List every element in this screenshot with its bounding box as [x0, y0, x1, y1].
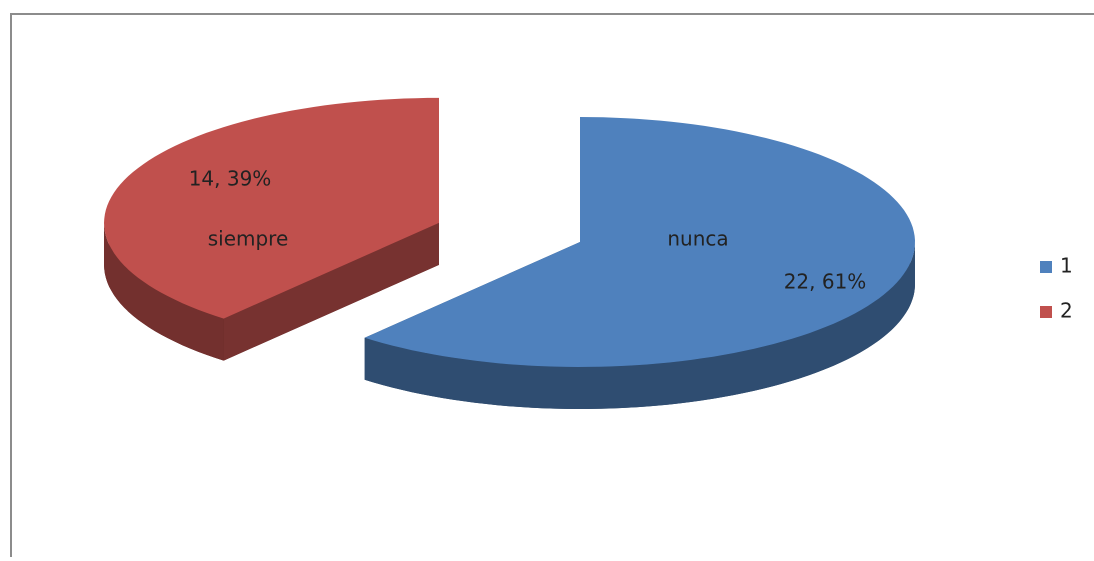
data-label: 14, 39% — [189, 167, 272, 191]
data-label: 22, 61% — [784, 270, 867, 294]
slice — [104, 97, 439, 319]
slice-label: siempre — [208, 227, 289, 251]
slice-rim — [104, 222, 224, 361]
legend-swatch — [1040, 261, 1052, 273]
pie — [104, 97, 915, 409]
slice — [364, 117, 915, 367]
slice-side — [223, 222, 439, 361]
slice-rim — [364, 242, 915, 409]
legend-label: 1 — [1060, 254, 1073, 278]
slice-label: nunca — [667, 227, 728, 251]
legend-label: 2 — [1060, 299, 1073, 323]
legend-swatch — [1040, 306, 1052, 318]
legend: 12 — [1040, 254, 1073, 323]
